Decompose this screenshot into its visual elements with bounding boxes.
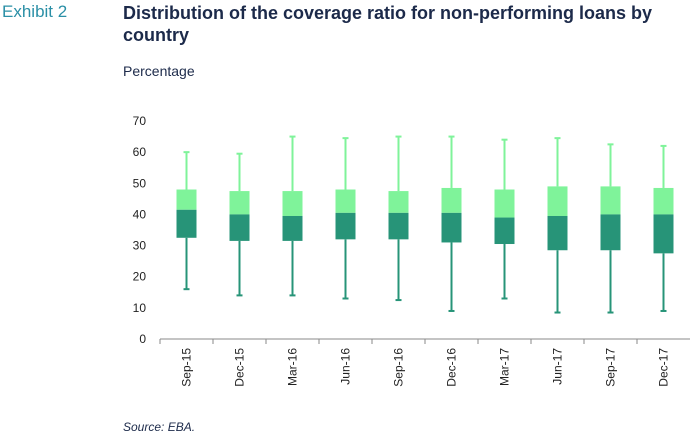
x-tick-label: Dec-16 <box>445 348 459 387</box>
x-tick-label: Jun-17 <box>551 348 565 385</box>
x-tick-label: Dec-17 <box>657 348 671 387</box>
lower-box <box>388 212 409 240</box>
lower-box <box>494 217 515 245</box>
y-tick-label: 20 <box>133 270 147 284</box>
chart-axes: 0 10 20 30 40 50 60 70 Sep-15 Dec-15 Mar-16 Jun-16 S… <box>133 114 690 387</box>
x-tick-label: Dec-15 <box>233 348 247 387</box>
lower-box <box>335 212 356 240</box>
lower-box <box>441 212 462 243</box>
y-tick-label: 40 <box>133 207 147 221</box>
upper-box <box>441 187 462 213</box>
upper-box <box>176 189 197 210</box>
exhibit-label: Exhibit 2 <box>2 2 68 21</box>
x-tick-label: Sep-15 <box>180 348 194 387</box>
y-tick-label: 50 <box>133 176 147 190</box>
upper-box <box>494 189 515 218</box>
lower-box <box>653 214 674 254</box>
x-tick-label: Jun-16 <box>339 348 353 385</box>
upper-box <box>282 191 303 216</box>
chart-subtitle: Percentage <box>123 63 195 79</box>
upper-box <box>547 186 568 216</box>
y-tick-label: 30 <box>133 239 147 253</box>
x-tick-label: Mar-16 <box>286 348 300 386</box>
upper-box <box>388 191 409 213</box>
upper-box <box>229 191 250 215</box>
lower-box <box>229 214 250 241</box>
upper-box <box>600 186 621 215</box>
y-tick-label: 70 <box>133 114 147 128</box>
y-tick-label: 60 <box>133 145 147 159</box>
source-note: Source: EBA. <box>123 420 196 434</box>
lower-box <box>600 214 621 251</box>
x-tick-label: Sep-17 <box>604 348 618 387</box>
y-tick-label: 10 <box>133 301 147 315</box>
y-tick-label: 0 <box>139 332 146 346</box>
x-tick-label: Mar-17 <box>498 348 512 386</box>
lower-box <box>547 215 568 251</box>
chart-boxes <box>176 135 674 314</box>
upper-box <box>653 187 674 215</box>
x-tick-label: Sep-16 <box>392 348 406 387</box>
lower-box <box>282 215 303 241</box>
upper-box <box>335 189 356 213</box>
lower-box <box>176 209 197 238</box>
chart-title: Distribution of the coverage ratio for n… <box>123 3 653 45</box>
